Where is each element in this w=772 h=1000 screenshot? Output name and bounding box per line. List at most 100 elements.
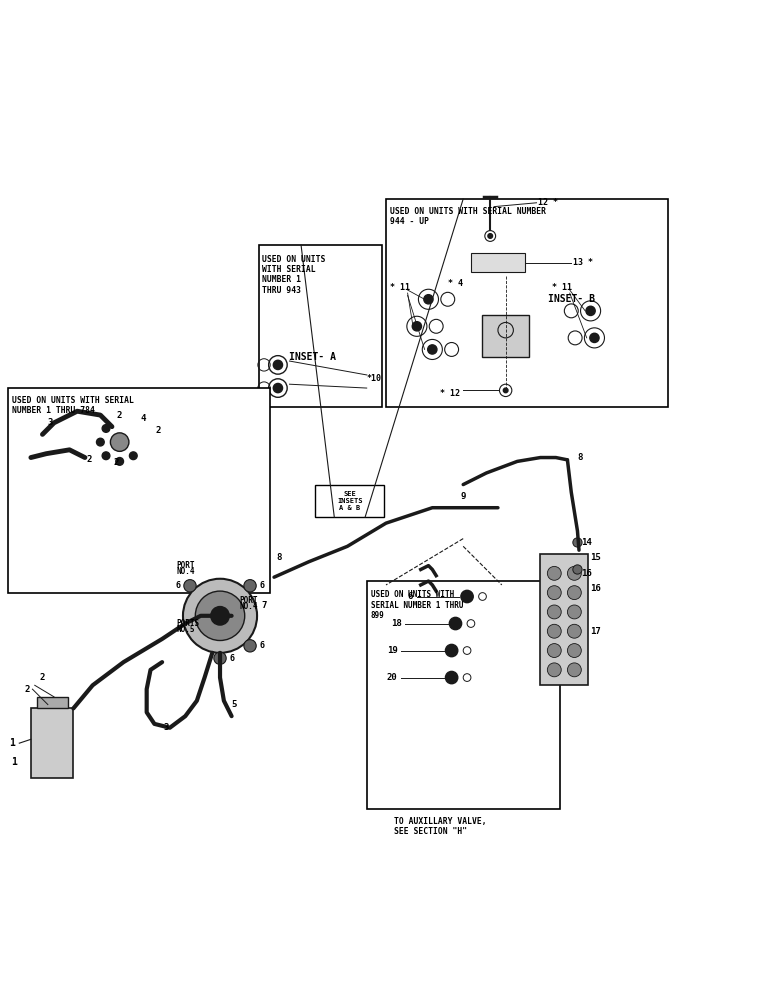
Text: 17: 17: [591, 627, 601, 636]
Text: NO.4: NO.4: [176, 567, 195, 576]
Text: * 11: * 11: [390, 283, 410, 292]
Circle shape: [590, 333, 599, 343]
Text: NO.4: NO.4: [239, 602, 258, 611]
Text: 3: 3: [48, 418, 52, 427]
Text: 19: 19: [387, 646, 398, 655]
Text: 18: 18: [391, 619, 401, 628]
Circle shape: [586, 306, 595, 315]
Bar: [471, 253, 525, 272]
Circle shape: [445, 671, 458, 684]
Text: PORTS: PORTS: [176, 619, 199, 628]
Circle shape: [567, 605, 581, 619]
Circle shape: [567, 644, 581, 657]
Text: USED ON UNITS
WITH SERIAL
NUMBER 1
THRU 943: USED ON UNITS WITH SERIAL NUMBER 1 THRU …: [262, 255, 326, 295]
Circle shape: [547, 644, 561, 657]
Circle shape: [184, 580, 196, 592]
Text: INSET- B: INSET- B: [548, 294, 595, 304]
Text: 1: 1: [11, 757, 17, 767]
Text: 5: 5: [232, 700, 237, 709]
Text: 2: 2: [113, 458, 118, 467]
Bar: [482, 315, 529, 357]
Text: SEE
INSETS
A & B: SEE INSETS A & B: [337, 491, 363, 511]
Text: * 4: * 4: [448, 279, 462, 288]
Text: 2: 2: [40, 673, 45, 682]
Circle shape: [273, 360, 283, 370]
Text: 2: 2: [25, 685, 29, 694]
Circle shape: [428, 345, 437, 354]
Circle shape: [102, 425, 110, 432]
Text: 3: 3: [164, 723, 168, 732]
Circle shape: [567, 566, 581, 580]
Text: 6: 6: [408, 592, 413, 601]
Text: USED ON UNITS WITH SERIAL NUMBER
944 - UP: USED ON UNITS WITH SERIAL NUMBER 944 - U…: [390, 207, 546, 226]
Text: USED ON UNITS WITH
SERIAL NUMBER 1 THRU
899: USED ON UNITS WITH SERIAL NUMBER 1 THRU …: [371, 590, 463, 620]
Text: TO AUXILLARY VALVE,
SEE SECTION "H": TO AUXILLARY VALVE, SEE SECTION "H": [394, 817, 486, 836]
Circle shape: [130, 452, 137, 460]
Circle shape: [488, 234, 493, 238]
Bar: [8, 388, 270, 593]
Text: 9: 9: [461, 492, 466, 501]
Circle shape: [412, 322, 422, 331]
Circle shape: [116, 458, 124, 465]
Text: 6: 6: [259, 581, 264, 590]
Bar: [367, 581, 560, 809]
Text: 15: 15: [591, 553, 601, 562]
Circle shape: [503, 388, 508, 393]
Circle shape: [244, 580, 256, 592]
Text: PORT: PORT: [239, 596, 258, 605]
Text: PORT: PORT: [176, 561, 195, 570]
Text: * 12: * 12: [440, 389, 460, 398]
Bar: [259, 245, 382, 407]
Text: 8: 8: [276, 553, 282, 562]
Bar: [540, 554, 588, 685]
Text: NO.5: NO.5: [176, 625, 195, 634]
Text: 6: 6: [229, 654, 234, 663]
Text: *10: *10: [367, 374, 381, 383]
Text: 4: 4: [141, 414, 145, 423]
Circle shape: [567, 663, 581, 677]
Circle shape: [195, 591, 245, 641]
Circle shape: [273, 383, 283, 393]
Circle shape: [244, 640, 256, 652]
Circle shape: [567, 624, 581, 638]
Text: INSET- A: INSET- A: [290, 352, 337, 362]
Circle shape: [573, 538, 582, 547]
Bar: [37, 697, 68, 708]
Circle shape: [96, 438, 104, 446]
Text: 20: 20: [387, 673, 398, 682]
Text: 16: 16: [591, 584, 601, 593]
Circle shape: [547, 586, 561, 600]
Circle shape: [102, 452, 110, 460]
Bar: [386, 199, 668, 407]
Circle shape: [461, 590, 473, 603]
Circle shape: [183, 579, 257, 653]
Text: 6: 6: [259, 641, 264, 650]
Text: 7: 7: [261, 601, 266, 610]
Circle shape: [547, 624, 561, 638]
Circle shape: [573, 565, 582, 574]
Bar: [315, 485, 384, 517]
Circle shape: [445, 644, 458, 657]
Text: 8: 8: [577, 453, 583, 462]
Circle shape: [547, 566, 561, 580]
Circle shape: [567, 586, 581, 600]
Text: 13 *: 13 *: [573, 258, 593, 267]
Text: USED ON UNITS WITH SERIAL
NUMBER 1 THRU 784: USED ON UNITS WITH SERIAL NUMBER 1 THRU …: [12, 396, 134, 415]
Text: 1: 1: [8, 738, 15, 748]
Text: 12 *: 12 *: [538, 198, 558, 207]
Text: 2: 2: [156, 426, 161, 435]
Text: * 11: * 11: [552, 283, 572, 292]
Circle shape: [424, 295, 433, 304]
Text: 16: 16: [581, 569, 592, 578]
Circle shape: [547, 605, 561, 619]
Circle shape: [449, 617, 462, 630]
Circle shape: [211, 607, 229, 625]
Circle shape: [110, 433, 129, 451]
Circle shape: [547, 663, 561, 677]
Circle shape: [214, 652, 226, 664]
Text: 2: 2: [117, 411, 122, 420]
Text: 14: 14: [581, 538, 592, 547]
Bar: [31, 708, 73, 778]
Text: 6: 6: [176, 581, 181, 590]
Text: 2: 2: [86, 455, 91, 464]
